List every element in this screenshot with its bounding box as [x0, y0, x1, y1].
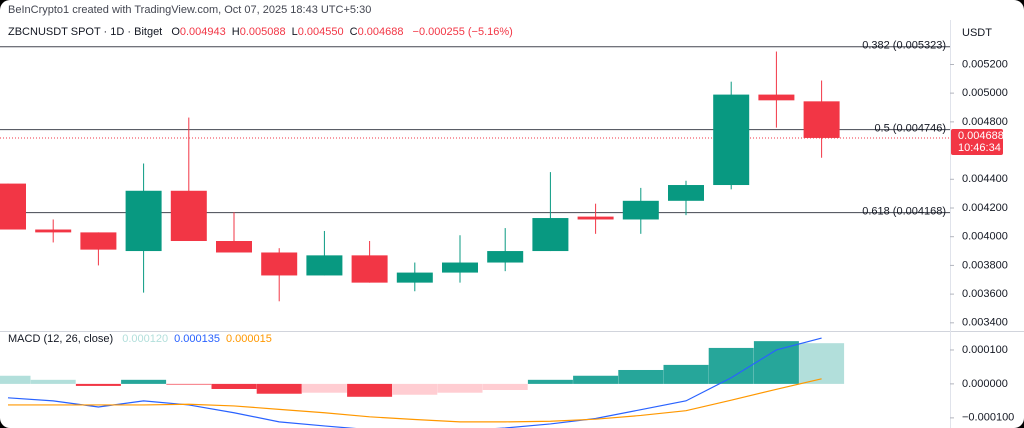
candle-body [35, 229, 72, 233]
histogram-bar [799, 343, 845, 384]
y-tick-label: 0.000100 [962, 344, 1008, 356]
histogram-bar [708, 347, 754, 384]
y-tick-label: 0.003400 [962, 317, 1008, 329]
macd-values: 0.000120 0.000135 0.000015 [116, 333, 272, 345]
candle-body [351, 255, 388, 283]
candle-body [577, 216, 614, 220]
candle-body [487, 251, 524, 263]
price-pane [0, 46, 950, 302]
histogram-bar [256, 383, 302, 394]
histogram-bar [392, 383, 438, 395]
histogram-bar [0, 375, 31, 384]
countdown: 10:46:34 [958, 142, 1001, 154]
y-tick-label: 0.004800 [962, 116, 1008, 128]
y-tick-label: 0.000000 [962, 378, 1008, 390]
candle-body [0, 183, 26, 230]
candle-body [396, 272, 433, 283]
macd-pane [0, 337, 845, 428]
macd-line [7, 337, 822, 428]
ohlc: O0.004943 H0.005088 L0.004550 C0.004688 [165, 26, 403, 38]
ohlc-label: L [291, 26, 298, 38]
ohlc-value: 0.004943 [179, 26, 226, 38]
histogram-bar [527, 379, 573, 384]
ohlc-value: 0.005088 [239, 26, 286, 38]
histogram-bar [301, 383, 347, 393]
ohlc-value: 0.004688 [357, 26, 404, 38]
change: −0.000255 (−5.16%) [412, 26, 513, 38]
candle-body [261, 252, 298, 276]
fib-label: 0.618 (0.004168) [862, 205, 946, 217]
candle-body [306, 255, 343, 276]
candle-body [803, 101, 840, 138]
y-tick-label: −0.000100 [962, 412, 1014, 424]
histogram-bar [211, 383, 257, 389]
candle-body [80, 232, 117, 250]
histogram-bar [121, 379, 167, 384]
histogram-bar [166, 383, 212, 385]
candle-body [125, 190, 162, 252]
y-tick-label: 0.003800 [962, 259, 1008, 271]
macd-legend: MACD (12, 26, close) 0.000120 0.000135 0.0… [8, 333, 272, 345]
candle-body [170, 190, 207, 242]
ohlc-label: O [171, 26, 180, 38]
ohlc-value: 0.004550 [297, 26, 344, 38]
last-price-label: 0.004688 [958, 130, 1004, 142]
histogram-bar [573, 375, 619, 384]
y-tick-label: 0.005200 [962, 58, 1008, 70]
histogram-bar [618, 369, 664, 384]
y-tick-label: 0.004200 [962, 202, 1008, 214]
legend-value: 0.000135 [174, 333, 220, 345]
legend-value: 0.000015 [226, 333, 272, 345]
last-price-tag [951, 128, 1003, 155]
histogram-bar [482, 383, 528, 390]
legend-value: 0.000120 [122, 333, 169, 345]
candle-body [668, 185, 704, 201]
fib-label: 0.5 (0.004746) [874, 123, 946, 135]
histogram-bar [347, 383, 393, 397]
y-axis-label: USDT [962, 27, 992, 39]
symbol-row: ZBCNUSDT SPOT · 1D · Bitget O0.004943 H0.… [8, 26, 513, 38]
histogram-bar [30, 379, 76, 384]
candle-body [622, 200, 659, 220]
candle-body [216, 241, 252, 253]
symbol: ZBCNUSDT SPOT · 1D · Bitget [8, 26, 163, 38]
candle-body [442, 262, 478, 273]
fib-label: 0.382 (0.005323) [862, 40, 946, 52]
histogram-bar [437, 383, 483, 393]
y-tick-label: 0.005000 [962, 87, 1008, 99]
candle-body [758, 94, 795, 101]
candle-body [532, 218, 569, 252]
ohlc-label: H [231, 26, 240, 38]
y-tick-label: 0.004400 [962, 173, 1008, 185]
histogram-bar [663, 364, 709, 384]
ohlc-label: C [349, 26, 358, 38]
y-tick-label: 0.004000 [962, 231, 1008, 243]
credit: BeInCrypto1 created with TradingView.com… [8, 4, 372, 16]
y-tick-label: 0.003600 [962, 288, 1008, 300]
macd-line [8, 378, 822, 423]
macd-title: MACD (12, 26, close) [8, 333, 114, 345]
histogram-bar [753, 341, 799, 384]
histogram-bar [75, 383, 121, 386]
candle-body [713, 94, 750, 186]
axes: USDT 0.003400 0.003600 0.003800 0.004000 0.0… [862, 27, 1014, 424]
